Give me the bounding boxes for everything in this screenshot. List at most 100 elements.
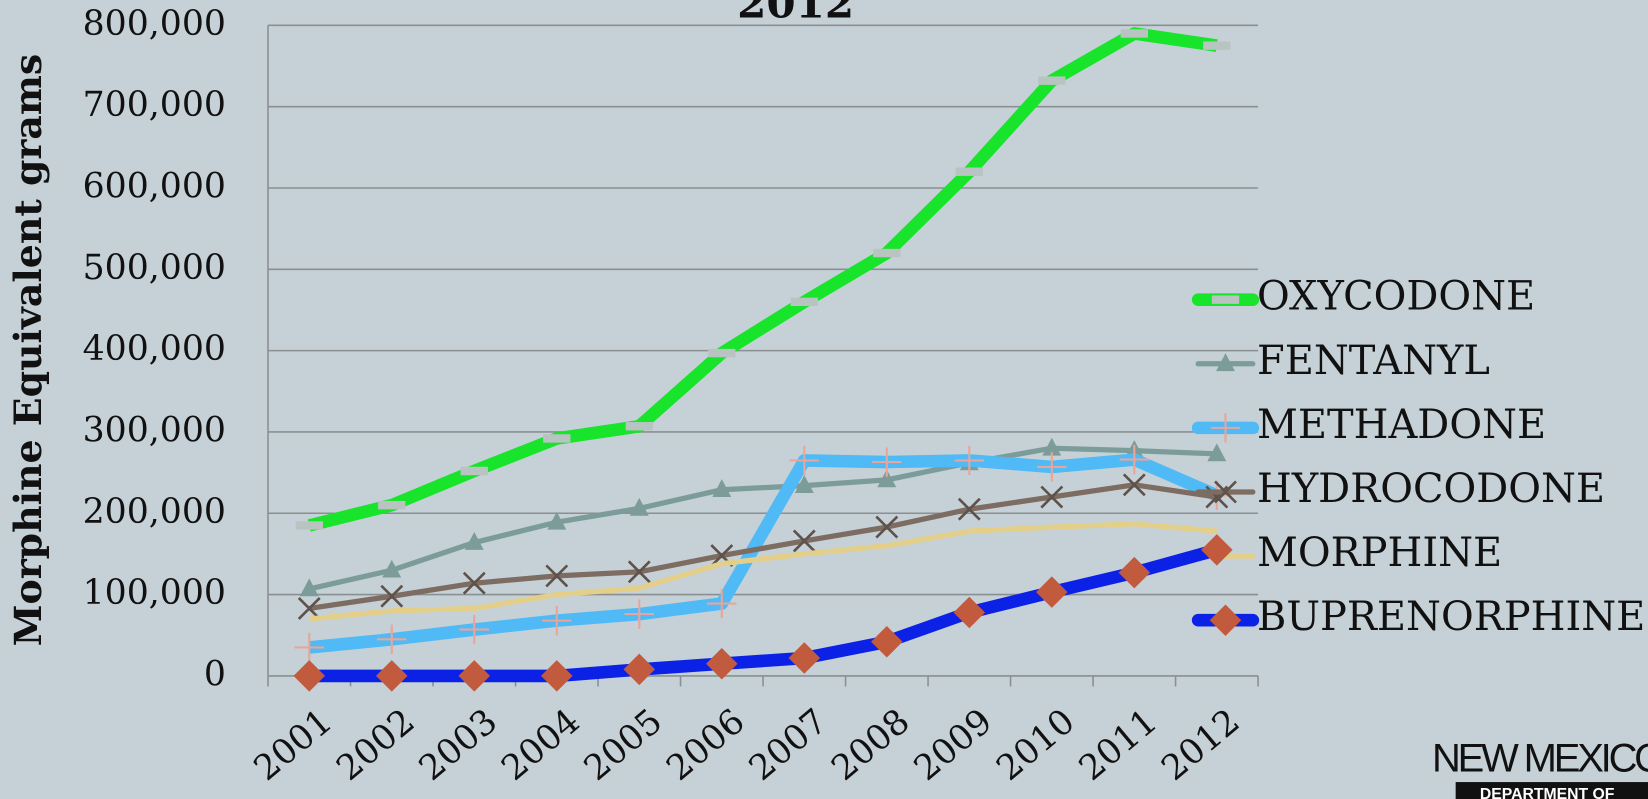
marker bbox=[623, 653, 656, 686]
x-tick-label: 2004 bbox=[494, 701, 587, 788]
legend-label: HYDROCODONE bbox=[1257, 466, 1605, 512]
series bbox=[294, 444, 1232, 663]
marker bbox=[378, 500, 406, 510]
marker bbox=[377, 624, 407, 655]
line bbox=[308, 453, 1220, 654]
legend-marker bbox=[1209, 604, 1242, 636]
legend-label: METHADONE bbox=[1257, 402, 1546, 448]
logo: NEW MEXICO DEPARTMENT OF bbox=[1432, 737, 1648, 799]
line bbox=[308, 445, 1217, 592]
marker bbox=[1038, 76, 1066, 85]
y-tick-label: 600,000 bbox=[83, 166, 226, 206]
series bbox=[297, 473, 1229, 620]
marker bbox=[789, 445, 820, 476]
marker bbox=[872, 447, 902, 477]
marker bbox=[788, 642, 821, 674]
y-tick-label: 100,000 bbox=[83, 573, 226, 613]
marker bbox=[1201, 534, 1233, 566]
marker bbox=[380, 584, 404, 608]
x-tick-label: 2007 bbox=[742, 701, 835, 788]
legend-marker bbox=[1216, 353, 1235, 372]
y-tick-label: 800,000 bbox=[83, 4, 226, 44]
marker bbox=[627, 560, 651, 584]
chart-title: 2012 bbox=[737, 0, 854, 27]
marker bbox=[382, 559, 402, 578]
logo-text: DEPARTMENT OF bbox=[1480, 786, 1615, 799]
marker bbox=[1037, 452, 1067, 482]
y-tick-label: 700,000 bbox=[83, 85, 226, 125]
legend-marker bbox=[1210, 413, 1241, 443]
marker bbox=[877, 469, 897, 488]
marker bbox=[1042, 437, 1062, 456]
line bbox=[308, 482, 1218, 612]
marker bbox=[541, 660, 573, 692]
marker bbox=[708, 348, 736, 358]
marker bbox=[1203, 41, 1231, 50]
logo-text: NEW MEXICO bbox=[1432, 737, 1648, 781]
marker bbox=[873, 248, 901, 258]
y-tick-label: 0 bbox=[204, 654, 226, 694]
x-tick-label: 2008 bbox=[824, 701, 917, 788]
marker bbox=[1207, 443, 1227, 462]
marker bbox=[953, 596, 986, 629]
marker bbox=[1040, 485, 1064, 509]
marker bbox=[294, 632, 324, 663]
marker bbox=[545, 564, 569, 588]
marker bbox=[543, 434, 571, 443]
marker bbox=[464, 532, 484, 550]
marker bbox=[706, 647, 738, 680]
x-tick-label: 2010 bbox=[989, 701, 1082, 788]
series bbox=[309, 521, 1218, 622]
x-tick-label: 2012 bbox=[1154, 701, 1247, 788]
line bbox=[309, 543, 1219, 683]
marker bbox=[790, 297, 818, 307]
marker bbox=[460, 466, 488, 476]
y-axis-label: Morphine Equivalent grams bbox=[5, 54, 50, 647]
marker bbox=[954, 445, 985, 476]
marker bbox=[957, 497, 981, 521]
x-tick-label: 2002 bbox=[329, 701, 422, 788]
marker bbox=[1036, 576, 1068, 608]
marker bbox=[1119, 444, 1150, 475]
marker bbox=[1118, 556, 1151, 589]
marker bbox=[871, 625, 903, 658]
marker bbox=[297, 596, 321, 620]
marker bbox=[1120, 29, 1148, 38]
marker bbox=[955, 167, 983, 176]
legend-label: FENTANYL bbox=[1257, 338, 1490, 384]
legend-marker bbox=[1214, 480, 1237, 504]
marker bbox=[295, 521, 323, 530]
legend-label: MORPHINE bbox=[1257, 530, 1502, 576]
marker bbox=[299, 578, 319, 597]
logo-bar bbox=[1455, 782, 1648, 799]
y-tick-label: 300,000 bbox=[83, 410, 226, 450]
marker bbox=[707, 588, 737, 619]
marker bbox=[542, 605, 572, 636]
marker bbox=[462, 571, 486, 595]
marker bbox=[376, 660, 408, 692]
marker bbox=[624, 599, 654, 629]
marker bbox=[1122, 473, 1146, 497]
legend-marker bbox=[1211, 295, 1240, 304]
marker bbox=[293, 660, 326, 692]
x-tick-label: 2006 bbox=[659, 701, 752, 788]
marker bbox=[629, 497, 649, 516]
marker bbox=[794, 475, 814, 493]
legend-label: OXYCODONE bbox=[1257, 274, 1535, 320]
x-tick-label: 2003 bbox=[412, 701, 505, 788]
x-tick-label: 2011 bbox=[1072, 701, 1165, 788]
marker bbox=[875, 515, 899, 539]
x-tick-label: 2001 bbox=[247, 701, 340, 788]
marker bbox=[459, 614, 489, 645]
line bbox=[307, 27, 1218, 532]
y-tick-label: 200,000 bbox=[83, 492, 226, 532]
y-tick-label: 500,000 bbox=[83, 248, 226, 288]
marker bbox=[792, 529, 816, 553]
x-tick-label: 2005 bbox=[577, 701, 670, 788]
marker bbox=[547, 511, 567, 530]
line bbox=[309, 521, 1218, 622]
marker bbox=[625, 422, 653, 431]
x-tick-label: 2009 bbox=[907, 701, 1000, 788]
